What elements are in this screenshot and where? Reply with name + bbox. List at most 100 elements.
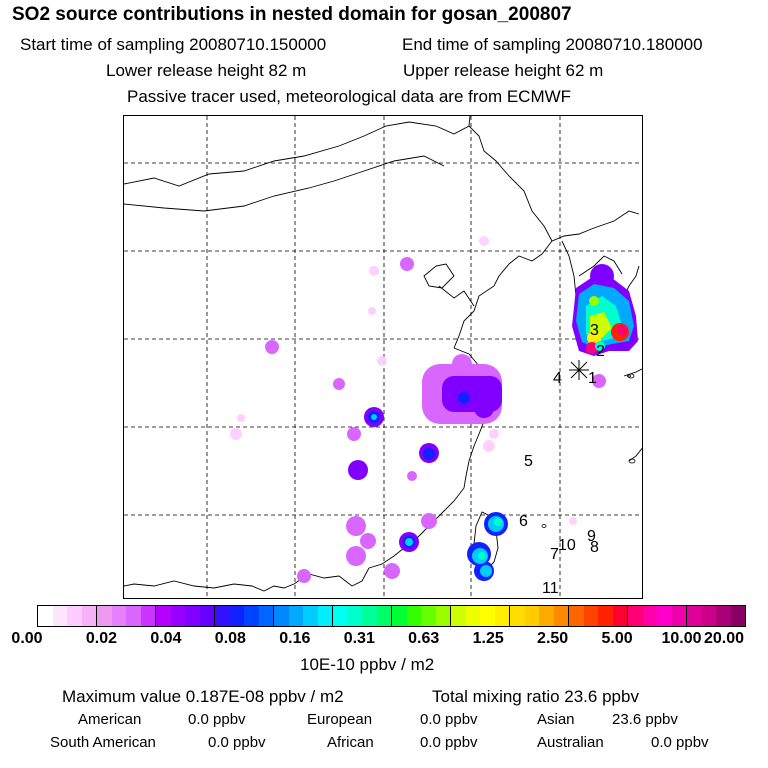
colorbar-tick-label: 20.00 — [703, 630, 745, 647]
colorbar-swatch — [583, 606, 598, 626]
colorbar-swatch — [598, 606, 613, 626]
region-value: 0.0 ppbv — [651, 734, 709, 751]
colorbar-swatch — [392, 606, 407, 626]
colorbar-swatch — [347, 606, 362, 626]
colorbar-swatch — [480, 606, 495, 626]
colorbar-swatch — [553, 606, 569, 626]
region-value: 0.0 ppbv — [188, 711, 246, 728]
colorbar-swatch — [52, 606, 67, 626]
region-name: American — [78, 711, 142, 728]
colorbar-swatch — [185, 606, 200, 626]
colorbar-swatch — [126, 606, 141, 626]
site-label: 3 — [590, 322, 599, 339]
colorbar-tick-label: 1.25 — [472, 630, 504, 647]
colorbar-tick-label: 0.08 — [214, 630, 246, 647]
map-canvas — [124, 116, 642, 598]
lat-lon-grid — [124, 116, 642, 598]
korea-plume — [572, 276, 638, 356]
site-label: 7 — [550, 546, 559, 563]
site-label: 9 — [587, 528, 596, 545]
total-mixing-ratio: Total mixing ratio 23.6 ppbv — [432, 687, 639, 706]
colorbar-swatch — [303, 606, 318, 626]
tracer-note: Passive tracer used, meteorological data… — [127, 87, 572, 106]
colorbar-swatch — [569, 606, 584, 626]
colorbar-swatch — [510, 606, 525, 626]
start-time: Start time of sampling 20080710.150000 — [20, 35, 327, 54]
colorbar-swatch — [376, 606, 392, 626]
colorbar-swatch — [215, 606, 230, 626]
colorbar-swatch — [156, 606, 171, 626]
colorbar-swatch — [657, 606, 672, 626]
colorbar-tick-label: 10.00 — [661, 630, 702, 647]
coastlines-borders — [124, 116, 642, 592]
site-label: 10 — [558, 537, 576, 554]
colorbar-swatch — [244, 606, 259, 626]
colorbar-swatch — [333, 606, 348, 626]
site-label: 8 — [590, 539, 599, 556]
colorbar-tick-label: 2.50 — [537, 630, 569, 647]
colorbar-swatch — [67, 606, 82, 626]
colorbar-swatch — [288, 606, 303, 626]
colorbar-swatch — [435, 606, 451, 626]
colorbar-swatch — [642, 606, 657, 626]
receptor-marker — [569, 360, 589, 380]
end-time: End time of sampling 20080710.180000 — [402, 35, 703, 54]
colorbar — [37, 605, 746, 627]
colorbar-swatch — [258, 606, 274, 626]
colorbar-swatch — [612, 606, 628, 626]
colorbar-tick-label: 0.16 — [279, 630, 311, 647]
map-title: SO2 source contributions in nested domai… — [12, 4, 572, 25]
colorbar-tick-label: 0.02 — [85, 630, 118, 647]
colorbar-swatch — [97, 606, 112, 626]
colorbar-unit: 10E-10 ppbv / m2 — [300, 655, 435, 674]
site-label: 1 — [588, 370, 597, 387]
colorbar-swatch — [38, 606, 53, 626]
colorbar-tick-label: 5.00 — [601, 630, 633, 647]
colorbar-swatch — [406, 606, 421, 626]
site-label: 5 — [524, 453, 533, 470]
region-name: Asian — [537, 711, 575, 728]
colorbar-swatch — [701, 606, 716, 626]
site-label: 4 — [553, 370, 562, 387]
max-value: Maximum value 0.187E-08 ppbv / m2 — [62, 687, 344, 706]
region-name: European — [307, 711, 373, 728]
region-name: African — [327, 734, 374, 751]
colorbar-swatch — [421, 606, 436, 626]
colorbar-swatch — [465, 606, 480, 626]
colorbar-swatch — [317, 606, 333, 626]
site-label: 11 — [542, 580, 559, 597]
colorbar-swatch — [524, 606, 539, 626]
colorbar-swatch — [81, 606, 97, 626]
islands — [541, 373, 636, 528]
map-panel: 1 2 3 4 5 6 7 8 9 10 11 — [123, 115, 643, 599]
region-value: 0.0 ppbv — [420, 711, 478, 728]
colorbar-swatch — [628, 606, 643, 626]
colorbar-swatch — [140, 606, 156, 626]
colorbar-swatch — [170, 606, 185, 626]
region-value: 23.6 ppbv — [612, 711, 678, 728]
colorbar-tick-label: 0.04 — [150, 630, 182, 647]
region-name: South American — [50, 734, 156, 751]
concentration-field — [230, 236, 638, 583]
region-name: Australian — [537, 734, 604, 751]
colorbar-tick-label: 0.31 — [343, 630, 375, 647]
colorbar-swatch — [362, 606, 377, 626]
upper-release-height: Upper release height 62 m — [403, 61, 604, 80]
colorbar-swatch — [494, 606, 510, 626]
colorbar-tick-label: 0.00 — [11, 630, 43, 647]
colorbar-swatch — [111, 606, 126, 626]
lower-release-height: Lower release height 82 m — [106, 61, 307, 80]
region-value: 0.0 ppbv — [420, 734, 478, 751]
colorbar-swatch — [229, 606, 244, 626]
region-value: 0.0 ppbv — [208, 734, 266, 751]
site-label: 2 — [596, 343, 605, 360]
colorbar-swatch — [539, 606, 554, 626]
site-label: 6 — [519, 513, 528, 530]
colorbar-tick-label: 0.63 — [408, 630, 440, 647]
colorbar-swatch — [274, 606, 289, 626]
colorbar-swatch — [199, 606, 215, 626]
colorbar-swatch — [687, 606, 702, 626]
colorbar-swatch — [716, 606, 731, 626]
colorbar-swatch — [730, 606, 745, 626]
colorbar-swatch — [451, 606, 466, 626]
